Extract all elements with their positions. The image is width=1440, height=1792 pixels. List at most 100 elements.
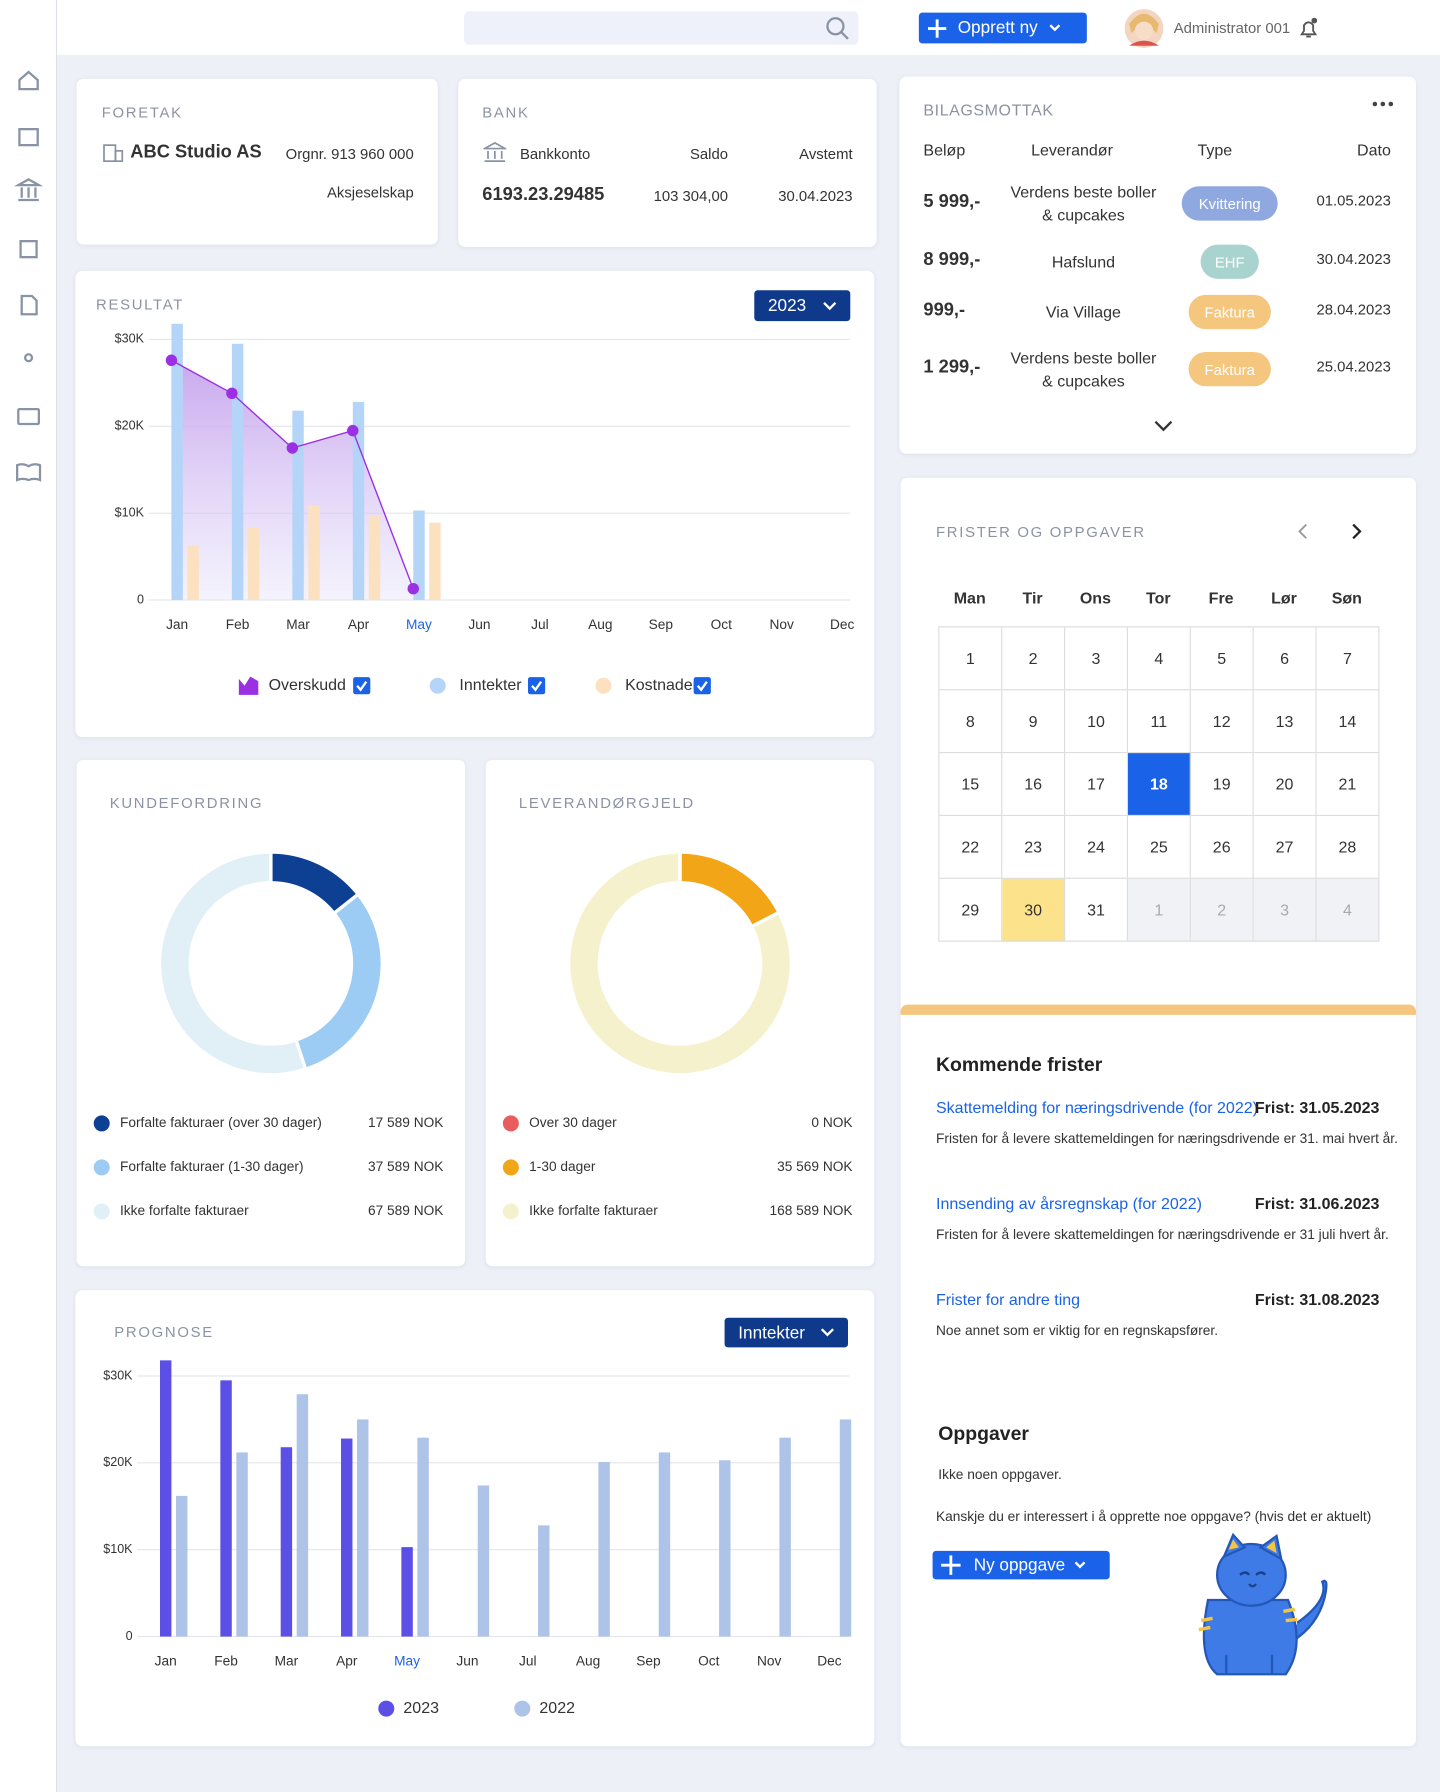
calendar-day[interactable]: 1 (1127, 878, 1191, 942)
year-selector[interactable]: 2023 (754, 290, 851, 322)
calendar-day[interactable]: 31 (1065, 878, 1128, 942)
company-icon[interactable] (18, 127, 39, 147)
legend-checkbox[interactable] (693, 677, 711, 695)
calendar-day[interactable]: 19 (1190, 753, 1254, 816)
y-tick-label: $10K (103, 1542, 133, 1556)
legend-label: 2023 (403, 1700, 439, 1717)
type-badge: Faktura (1188, 294, 1271, 330)
deadline-text: Fristen for å levere skattemeldingen for… (935, 1130, 1398, 1147)
home-icon[interactable] (18, 70, 39, 91)
people-icon[interactable] (23, 353, 34, 363)
x-tick-label: Apr (336, 1653, 358, 1668)
deadline-link[interactable]: Innsending av årsregnskap (for 2022) (935, 1194, 1202, 1213)
calendar-day[interactable]: 30 (1002, 878, 1066, 942)
checkbox-check (531, 681, 543, 692)
column-label: Saldo (689, 145, 728, 163)
card-icon[interactable] (17, 407, 40, 426)
calendar-day[interactable]: 14 (1316, 690, 1380, 754)
search-icon (826, 17, 849, 40)
weekday-row: Man Tir Ons Tor Fre Lør Søn (938, 589, 1378, 607)
create-button[interactable]: Opprett ny (918, 12, 1087, 44)
ledger-icon[interactable] (19, 239, 38, 259)
donut-segment (270, 853, 357, 913)
legend-checkbox[interactable] (353, 677, 371, 695)
column-label: Avstemt (799, 145, 853, 163)
calendar-day[interactable]: 16 (1002, 753, 1066, 816)
calendar-day[interactable]: 6 (1253, 627, 1317, 691)
calendar-day[interactable]: 25 (1127, 815, 1191, 879)
bar (417, 1437, 429, 1637)
point (165, 354, 178, 366)
metric-selector[interactable]: Inntekter (724, 1317, 848, 1348)
bar (171, 323, 183, 600)
calendar-day[interactable]: 24 (1065, 815, 1128, 879)
calendar-day[interactable]: 4 (1127, 627, 1191, 691)
calendar-day[interactable]: 12 (1190, 690, 1254, 754)
calendar-day[interactable]: 27 (1253, 815, 1317, 879)
month-nav[interactable] (1294, 522, 1367, 540)
amount: 999,- (923, 300, 966, 320)
bar (719, 1460, 731, 1637)
calendar-day[interactable]: 3 (1065, 627, 1128, 691)
date: 01.05.2023 (1316, 191, 1391, 210)
calendar-day[interactable]: 26 (1190, 815, 1254, 879)
calendar-day[interactable]: 2 (1002, 627, 1066, 691)
calendar-day[interactable]: 5 (1190, 627, 1254, 691)
value-label: 37 589 NOK (368, 1159, 443, 1174)
invoice-icon[interactable] (20, 294, 38, 316)
legend-label: Forfalte fakturaer (1-30 dager) (120, 1159, 304, 1174)
calendar-day[interactable]: 21 (1316, 753, 1380, 816)
calendar-day[interactable]: 17 (1065, 753, 1128, 816)
bar (368, 515, 381, 600)
calendar-day[interactable]: 10 (1065, 690, 1128, 754)
bar (429, 522, 441, 600)
calendar-day[interactable]: 9 (1002, 690, 1066, 754)
donut-segment (570, 853, 790, 1074)
new-task-button[interactable]: Ny oppgave (932, 1550, 1110, 1580)
card-heading: FORETAK (101, 103, 183, 122)
expand-chevron[interactable] (1152, 418, 1175, 434)
deadline-link[interactable]: Frister for andre ting (935, 1290, 1081, 1309)
calendar-day[interactable]: 1 (939, 627, 1003, 691)
book-icon[interactable] (15, 463, 42, 482)
legend-dot (502, 1203, 519, 1220)
calendar-day[interactable]: 20 (1253, 753, 1317, 816)
calendar-day[interactable]: 4 (1316, 878, 1380, 942)
calendar-day[interactable]: 2 (1190, 878, 1254, 942)
legend-dot (93, 1159, 110, 1176)
supplier: Hafslund (1051, 252, 1115, 271)
search-box[interactable] (463, 11, 859, 45)
x-tick-label: Jan (155, 1653, 177, 1668)
avatar[interactable] (1123, 8, 1164, 49)
calendar-day[interactable]: 7 (1316, 627, 1380, 691)
calendar-day[interactable]: 15 (939, 753, 1003, 816)
calendar-day[interactable]: 18 (1127, 753, 1191, 816)
bar (779, 1437, 791, 1637)
x-tick-label: Apr (348, 617, 370, 632)
chart-title: KUNDEFORDRING (109, 794, 264, 812)
calendar-day[interactable]: 28 (1316, 815, 1380, 879)
payables-chart: Over 30 dager 0 NOK 1-30 dager 35 569 NOK Ik… (502, 852, 853, 1220)
chevron (823, 301, 837, 310)
calendar-day[interactable]: 29 (939, 878, 1003, 942)
bar (598, 1461, 610, 1637)
calendar-day[interactable]: 11 (1127, 690, 1191, 754)
chart-title: LEVERANDØRGJELD (518, 794, 695, 812)
more-menu[interactable] (1370, 97, 1395, 111)
calendar-day[interactable]: 8 (939, 690, 1003, 754)
calendar-day[interactable]: 23 (1002, 815, 1066, 879)
checkbox-check (356, 681, 368, 692)
calendar-day[interactable]: 3 (1253, 878, 1317, 942)
notification-bell[interactable] (1297, 16, 1322, 41)
legend-label: Kostnader (625, 677, 699, 694)
deadline-link[interactable]: Skattemelding for næringsdrivende (for 2… (935, 1098, 1258, 1117)
bar (231, 343, 244, 600)
column-label: Dato (1357, 140, 1391, 159)
calendar-day[interactable]: 22 (939, 815, 1003, 879)
calendar-day[interactable]: 13 (1253, 690, 1317, 754)
bar (658, 1452, 671, 1637)
bank-icon[interactable] (13, 178, 44, 202)
segment-gap (751, 911, 780, 928)
legend-checkbox[interactable] (527, 677, 546, 695)
